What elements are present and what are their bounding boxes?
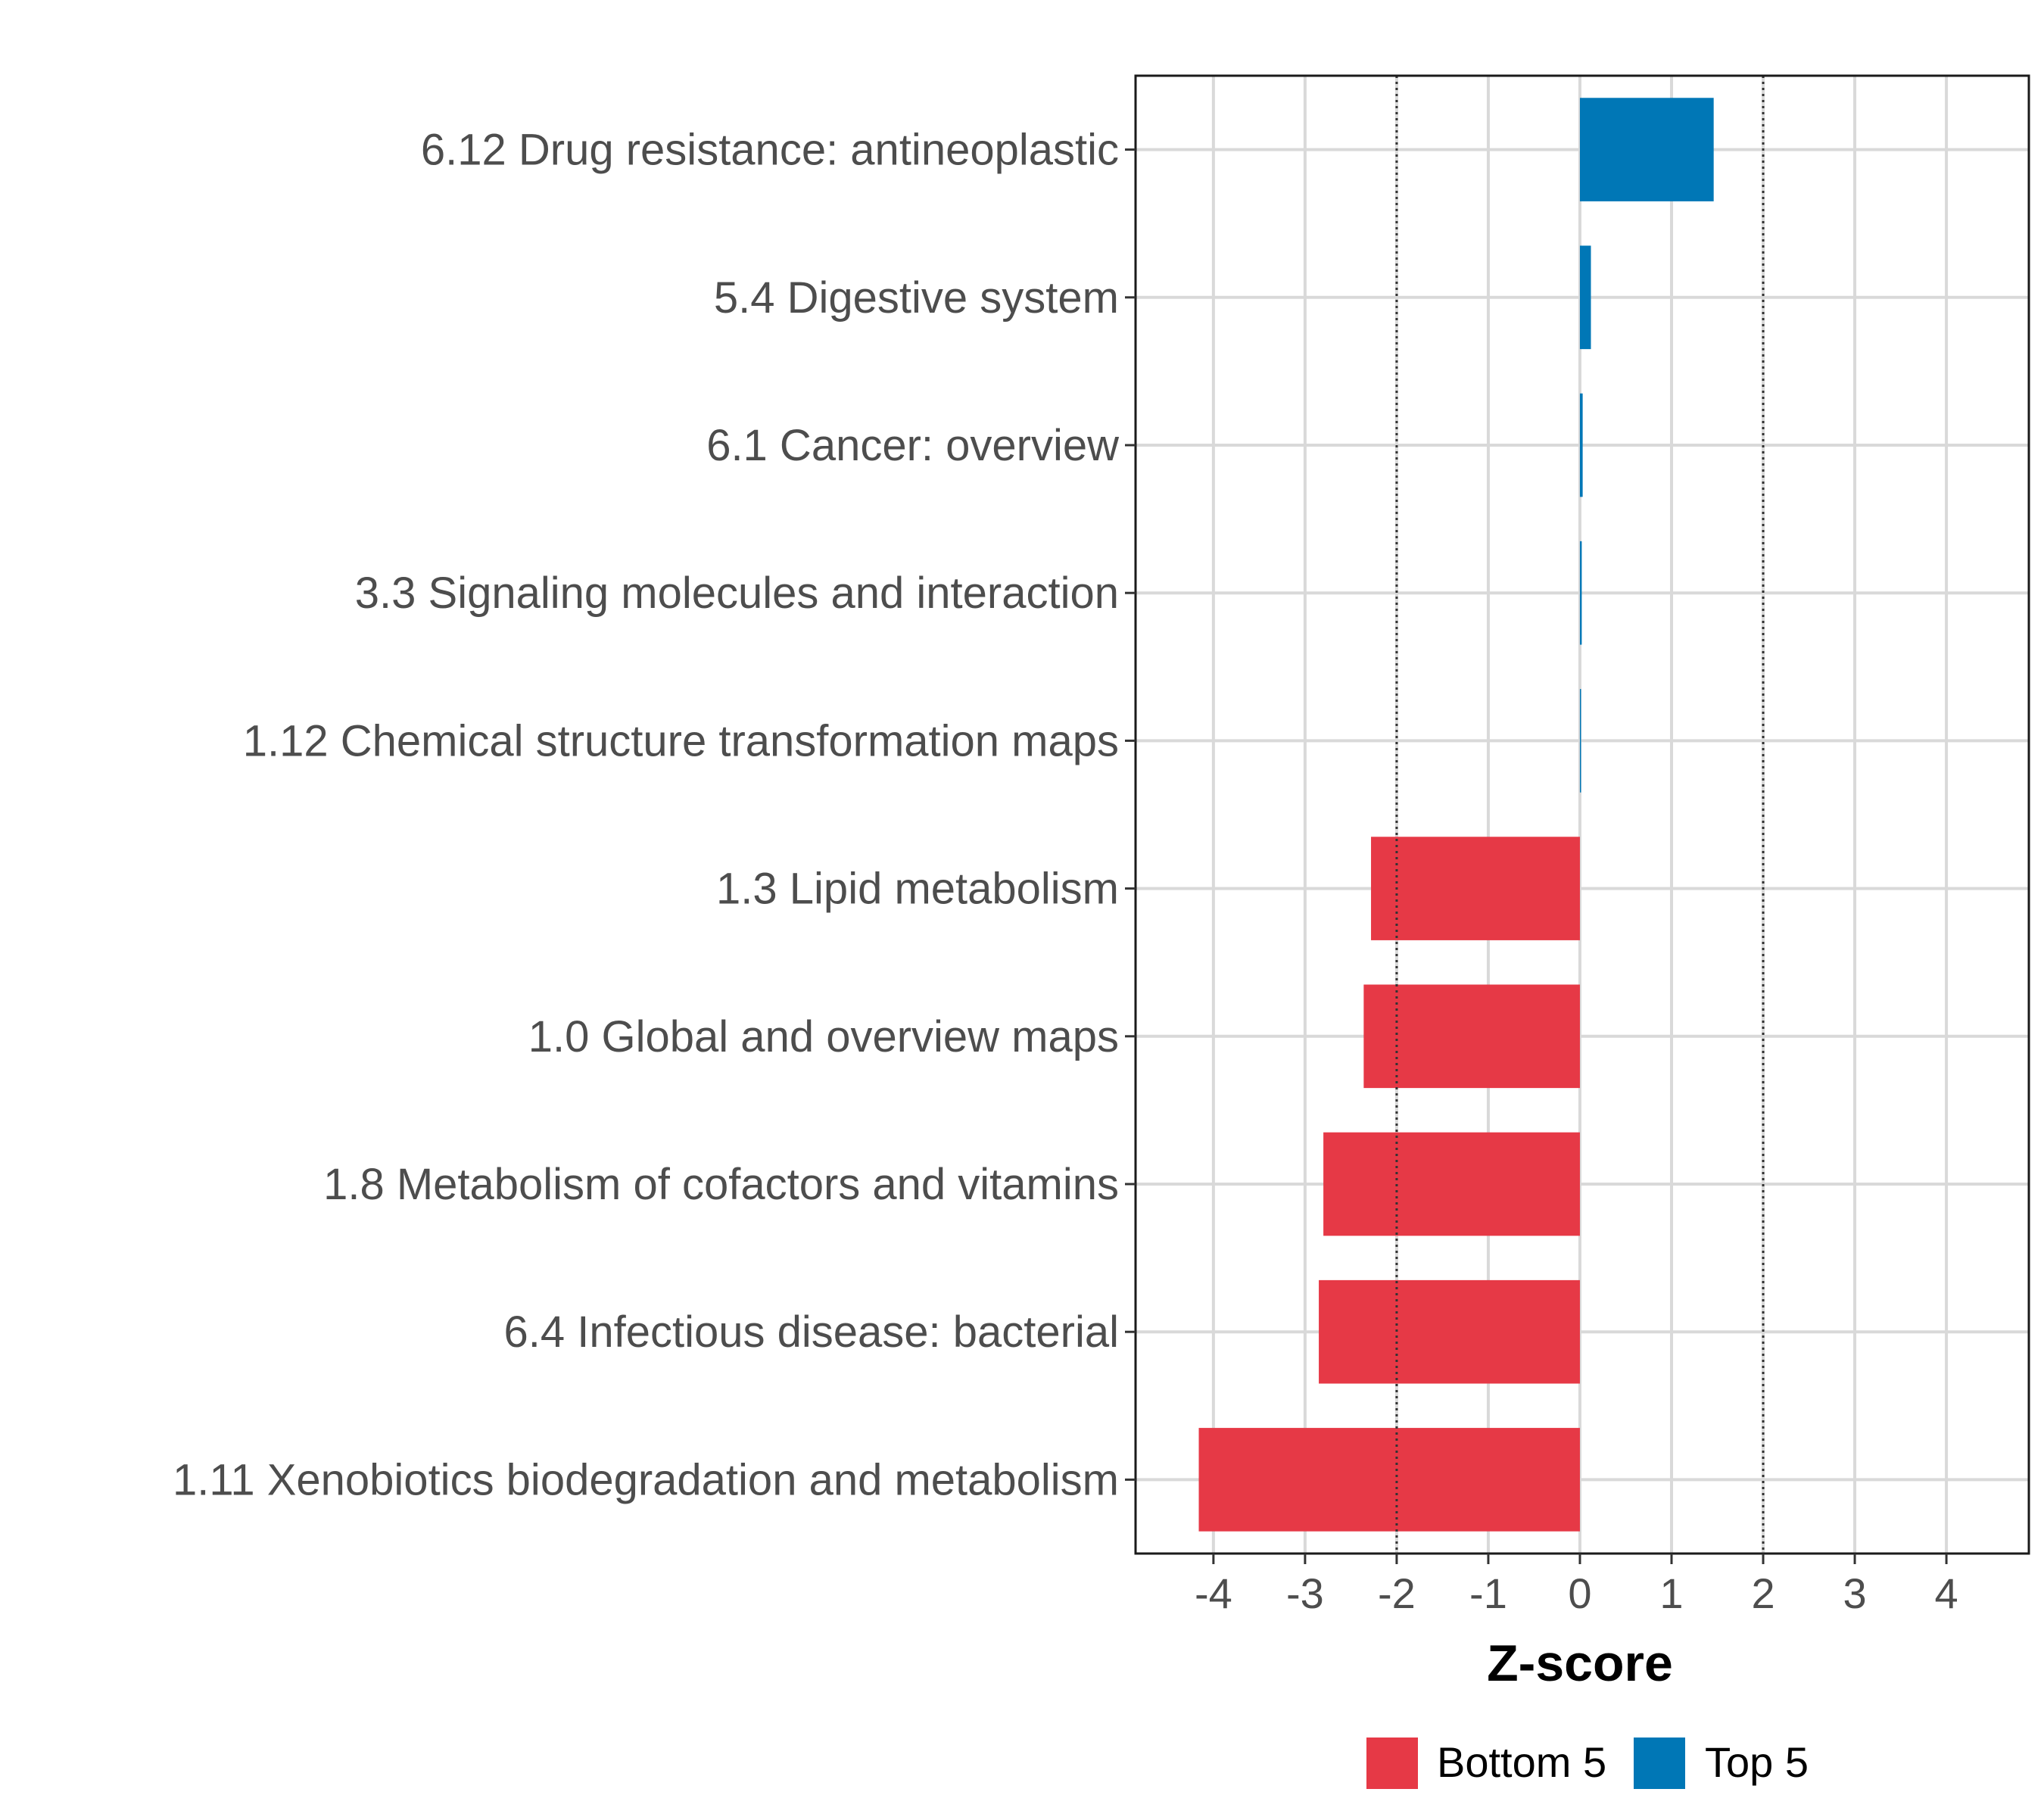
category-label-5: 1.3 Lipid metabolism bbox=[716, 865, 1119, 914]
bar-6 bbox=[1363, 984, 1580, 1089]
x-axis: -4 -3 -2 -1 0 1 2 3 4 bbox=[1195, 1554, 1958, 1617]
category-label-4: 1.12 Chemical structure transformation m… bbox=[243, 716, 1119, 765]
legend: Bottom 5 Top 5 bbox=[1366, 1738, 1809, 1789]
legend-label-bottom-5: Bottom 5 bbox=[1437, 1738, 1606, 1786]
category-label-6: 1.0 Global and overview maps bbox=[528, 1012, 1119, 1061]
y-axis: 6.12 Drug resistance: antineoplastic 5.4 … bbox=[173, 126, 1136, 1504]
bar-8 bbox=[1319, 1279, 1580, 1384]
x-tick-label-6: 2 bbox=[1751, 1569, 1774, 1617]
x-tick-label-8: 4 bbox=[1934, 1569, 1958, 1617]
bar-4 bbox=[1579, 689, 1581, 793]
category-label-9: 1.11 Xenobiotics biodegradation and meta… bbox=[173, 1455, 1119, 1504]
grid bbox=[1136, 76, 2029, 1554]
bar-1 bbox=[1579, 245, 1591, 350]
bar-7 bbox=[1323, 1132, 1580, 1236]
x-tick-label-5: 1 bbox=[1659, 1569, 1683, 1617]
legend-swatch-bottom-5 bbox=[1366, 1738, 1418, 1789]
category-label-0: 6.12 Drug resistance: antineoplastic bbox=[421, 126, 1119, 175]
bar-9 bbox=[1198, 1428, 1580, 1532]
x-tick-label-3: -1 bbox=[1469, 1569, 1507, 1617]
category-label-8: 6.4 Infectious disease: bacterial bbox=[504, 1307, 1119, 1357]
x-tick-label-0: -4 bbox=[1195, 1569, 1232, 1617]
x-axis-title: Z-score bbox=[1487, 1635, 1673, 1692]
x-tick-label-2: -2 bbox=[1378, 1569, 1416, 1617]
legend-swatch-top-5 bbox=[1634, 1738, 1685, 1789]
plot-panel-border bbox=[1134, 74, 2030, 1555]
category-label-1: 5.4 Digestive system bbox=[714, 273, 1119, 323]
legend-label-top-5: Top 5 bbox=[1705, 1738, 1809, 1786]
x-tick-label-1: -3 bbox=[1286, 1569, 1324, 1617]
bar-0 bbox=[1579, 98, 1714, 201]
x-tick-label-4: 0 bbox=[1568, 1569, 1591, 1617]
category-label-3: 3.3 Signaling molecules and interaction bbox=[355, 569, 1119, 618]
bar-5 bbox=[1371, 837, 1580, 940]
x-tick-label-7: 3 bbox=[1843, 1569, 1866, 1617]
category-label-2: 6.1 Cancer: overview bbox=[706, 421, 1120, 470]
bars bbox=[1198, 98, 1714, 1532]
reference-lines bbox=[1395, 76, 1765, 1554]
category-label-7: 1.8 Metabolism of cofactors and vitamins bbox=[323, 1160, 1119, 1209]
bar-3 bbox=[1579, 541, 1582, 645]
bar-2 bbox=[1579, 393, 1583, 497]
